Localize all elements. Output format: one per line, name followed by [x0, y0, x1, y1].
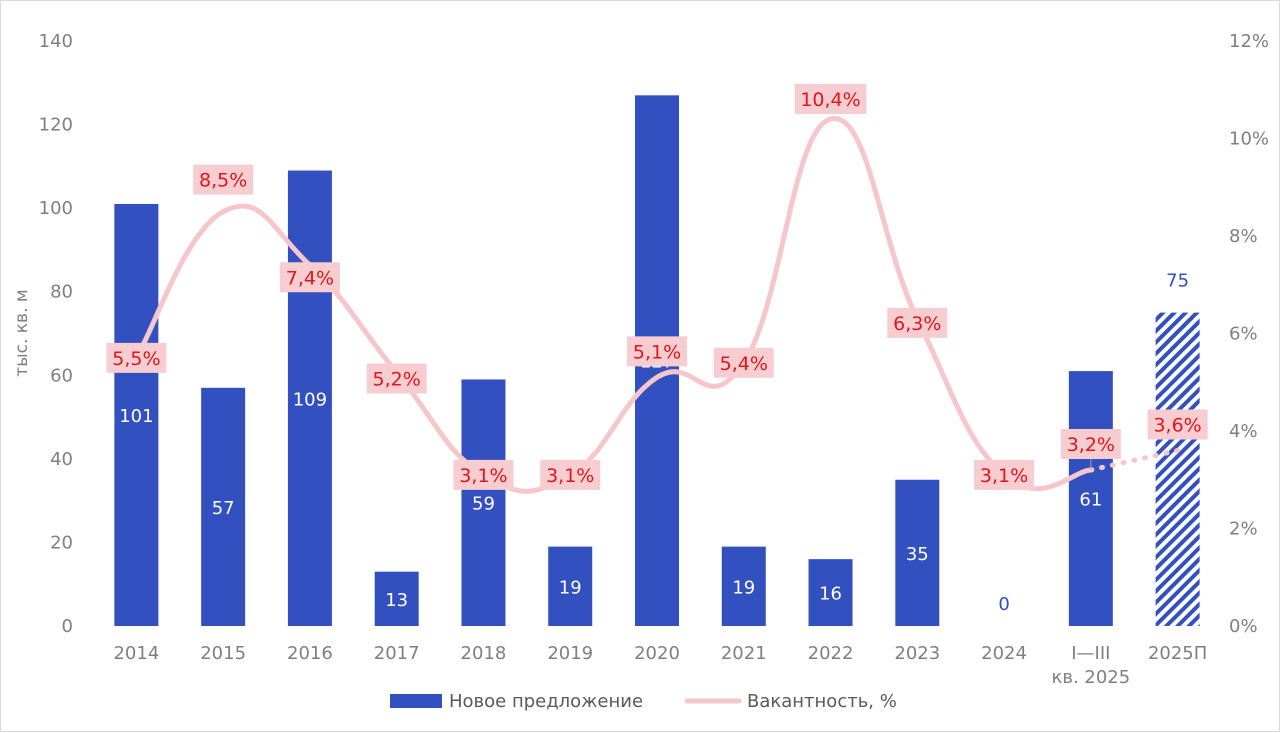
x-tick-label: кв. 2025 [1051, 667, 1130, 688]
bar-value-label: 57 [212, 498, 235, 519]
bar-value-label: 19 [732, 577, 755, 598]
bar-value-label: 35 [906, 544, 929, 565]
vacancy-label-box [627, 336, 687, 367]
y-tick-label: 40 [50, 449, 73, 470]
legend-label-line: Вакантность, % [747, 691, 897, 712]
y-tick-label: 20 [50, 532, 73, 553]
x-tick-label: 2019 [547, 643, 593, 664]
y2-axis-ticks: 0% 2% 4% 6% 8% 10% 12% [1229, 31, 1269, 637]
bar-value-label: 59 [472, 494, 495, 515]
y-tick-label: 120 [39, 115, 73, 136]
vacancy-label-box [794, 84, 867, 114]
y-tick-label: 0 [62, 616, 73, 637]
vacancy-label-box [279, 262, 340, 293]
bar-value-label: 75 [1166, 271, 1189, 292]
y-tick-label: 60 [50, 365, 73, 386]
bar [895, 479, 940, 626]
y2-tick-label: 0% [1229, 616, 1258, 637]
vacancy-value-label: 5,2% [373, 369, 421, 391]
bar-value-label: 109 [293, 389, 327, 410]
x-tick-label: 2022 [808, 643, 854, 664]
bar [374, 571, 419, 626]
legend: Новое предложение Вакантность, % [390, 691, 897, 712]
y-tick-label: 100 [39, 198, 73, 219]
vacancy-label-box [453, 459, 514, 490]
x-tick-label: 2020 [634, 643, 680, 664]
bar [1068, 371, 1113, 626]
vacancy-value-label: 8,5% [199, 170, 247, 192]
vacancy-line-forecast [1088, 448, 1181, 473]
bar [114, 203, 159, 626]
vacancy-value-label: 5,4% [720, 353, 768, 375]
vacancy-value-label: 7,4% [286, 267, 334, 289]
x-tick-label: 2016 [287, 643, 333, 664]
vacancy-label-box [193, 164, 254, 195]
vacancy-value-label: 10,4% [800, 89, 860, 111]
vacancy-label-box [887, 307, 948, 338]
x-tick-label: 2025П [1148, 643, 1207, 664]
x-tick-label: 2018 [461, 643, 507, 664]
x-tick-label: 2021 [721, 643, 767, 664]
bar-value-label: 19 [559, 577, 582, 598]
y2-tick-label: 12% [1229, 31, 1269, 52]
bar-value-label: 16 [819, 584, 842, 605]
y-tick-label: 140 [39, 31, 73, 52]
y2-tick-label: 8% [1229, 226, 1258, 247]
legend-swatch-bars [390, 694, 442, 708]
vacancy-label-box [540, 459, 601, 490]
vacancy-value-label: 3,6% [1153, 415, 1201, 437]
vacancy-value-label: 3,2% [1067, 434, 1115, 456]
bar [548, 546, 593, 626]
vacancy-value-label: 3,1% [459, 465, 507, 487]
x-tick-label: 2024 [981, 643, 1027, 664]
vacancy-value-label: 3,1% [980, 465, 1028, 487]
y2-tick-label: 10% [1229, 129, 1269, 150]
bar [201, 387, 246, 626]
x-tick-label: 2014 [113, 643, 159, 664]
vacancy-label-box [366, 363, 427, 394]
legend-label-bars: Новое предложение [449, 691, 643, 712]
vacancy-value-label: 5,5% [112, 348, 160, 370]
vacancy-value-label: 3,1% [546, 465, 594, 487]
vacancy-value-label: 5,1% [633, 341, 681, 363]
bar-series [114, 95, 1200, 627]
x-axis-ticks: 2014 2015 2016 2017 2018 2019 2020 2021 2022 2023… [113, 643, 1207, 688]
y2-tick-label: 2% [1229, 519, 1258, 540]
vacancy-value-label: 6,3% [893, 313, 941, 335]
bar-value-label: 13 [385, 590, 408, 611]
vacancy-label-box [1060, 429, 1121, 459]
x-tick-label: 2023 [894, 643, 940, 664]
x-tick-label: 2017 [374, 643, 420, 664]
vacancy-label-box [713, 347, 774, 378]
vacancy-label-box [974, 459, 1035, 490]
y2-tick-label: 6% [1229, 324, 1258, 345]
y-axis-ticks: 0 20 40 60 80 100 120 140 [39, 31, 73, 637]
vacancy-label-box [106, 342, 167, 373]
x-tick-label: 2015 [200, 643, 246, 664]
y-tick-label: 80 [50, 282, 73, 303]
y2-tick-label: 4% [1229, 421, 1258, 442]
bar-value-label: 61 [1079, 490, 1102, 511]
y-axis-title: тыс. кв. м [12, 289, 32, 376]
bar-value-label: 0 [998, 594, 1009, 615]
vacancy-label-box [1147, 409, 1208, 440]
vacancy-line [133, 116, 1094, 494]
vacancy-data-labels: 5,5% 8,5% 7,4% 5,2% 3,1% 3,1% 5,1% 5,4% 10,4% 6,3… [106, 84, 1208, 490]
bar [808, 559, 853, 626]
bar [461, 379, 506, 626]
bar-forecast [1155, 312, 1200, 626]
bar-value-label: 101 [119, 406, 153, 427]
x-tick-label: I—III [1071, 643, 1110, 664]
bar [721, 546, 766, 626]
